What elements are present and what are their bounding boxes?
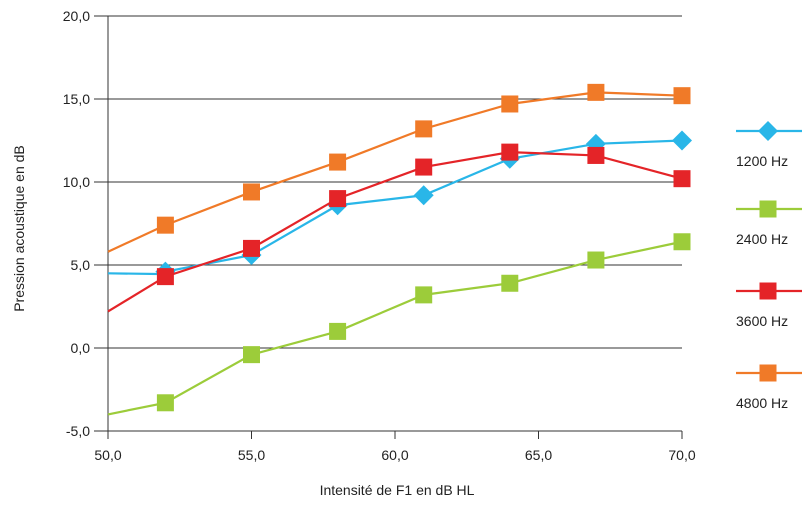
data-point xyxy=(329,153,347,171)
data-point xyxy=(501,274,519,292)
legend-item: 3600 Hz xyxy=(736,282,802,329)
data-point xyxy=(415,286,433,304)
axes: -5,0 0,0 5,0 10,0 15,0 20,0 50,0 55,0 60,0 65,0 70… xyxy=(63,8,696,463)
legend-label: 3600 Hz xyxy=(736,313,788,329)
legend-label: 2400 Hz xyxy=(736,231,788,247)
y-tick-label: -5,0 xyxy=(66,423,90,439)
data-point xyxy=(673,87,691,105)
x-tick-label: 55,0 xyxy=(238,447,265,463)
data-point xyxy=(329,322,347,340)
x-tick-label: 70,0 xyxy=(668,447,695,463)
x-tick-label: 60,0 xyxy=(381,447,408,463)
legend: 1200 Hz 2400 Hz 3600 Hz 4800 Hz xyxy=(736,121,802,411)
data-point xyxy=(673,170,691,188)
data-point xyxy=(673,233,691,251)
data-point xyxy=(413,185,434,206)
grid xyxy=(108,15,682,349)
legend-marker xyxy=(758,121,778,141)
x-tick-label: 65,0 xyxy=(525,447,552,463)
legend-marker xyxy=(759,282,777,300)
data-point xyxy=(243,239,260,257)
series-line xyxy=(107,240,683,416)
data-point xyxy=(587,251,605,269)
data-point xyxy=(243,183,260,201)
data-point xyxy=(156,394,174,412)
legend-marker xyxy=(759,364,777,382)
series-3600-hz xyxy=(107,143,691,313)
x-axis-title: Intensité de F1 en dB HL xyxy=(320,482,475,498)
y-tick-label: 5,0 xyxy=(71,257,91,273)
data-point xyxy=(415,120,433,138)
series-4800-hz xyxy=(107,83,691,253)
y-tick-label: 20,0 xyxy=(63,8,90,24)
data-point xyxy=(587,146,605,164)
series-line xyxy=(107,91,683,253)
y-axis-title: Pression acoustique en dB xyxy=(11,145,27,312)
y-tick-label: 15,0 xyxy=(63,91,90,107)
data-point xyxy=(587,83,605,101)
legend-label: 1200 Hz xyxy=(736,153,788,169)
data-point xyxy=(156,216,174,234)
series-line xyxy=(107,151,683,313)
y-tick-label: 10,0 xyxy=(63,174,90,190)
series-2400-hz xyxy=(107,233,691,416)
data-point xyxy=(156,268,174,286)
data-point xyxy=(501,95,519,113)
legend-marker xyxy=(759,200,777,218)
data-point xyxy=(415,158,433,176)
x-tick-label: 50,0 xyxy=(94,447,121,463)
series-layer xyxy=(107,83,692,416)
legend-label: 4800 Hz xyxy=(736,395,788,411)
y-tick-label: 0,0 xyxy=(71,340,91,356)
legend-item: 4800 Hz xyxy=(736,364,802,411)
legend-item: 1200 Hz xyxy=(736,121,802,169)
data-point xyxy=(329,190,347,208)
data-point xyxy=(672,130,692,151)
data-point xyxy=(243,346,260,364)
legend-item: 2400 Hz xyxy=(736,200,802,247)
data-point xyxy=(501,143,519,161)
